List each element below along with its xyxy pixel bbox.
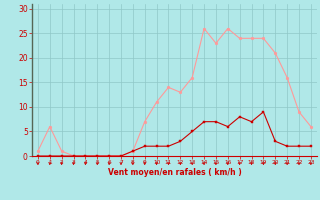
X-axis label: Vent moyen/en rafales ( km/h ): Vent moyen/en rafales ( km/h ) [108, 168, 241, 177]
